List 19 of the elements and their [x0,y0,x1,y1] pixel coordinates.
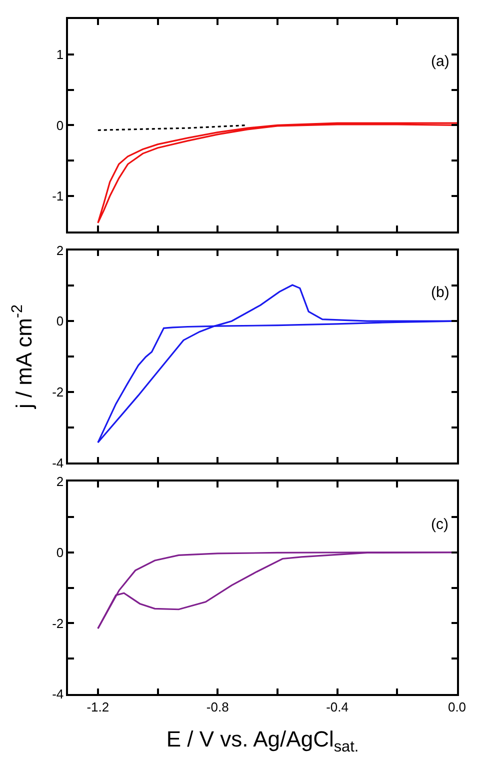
y-tick-label: 2 [56,474,64,490]
y-tick-label: 0 [56,118,64,133]
x-tick-label: -0.8 [206,699,229,714]
y-tick-label: 1 [56,46,64,62]
x-tick-label: 0.0 [448,699,466,714]
y-tick-label: -4 [52,686,64,702]
annotation: (a) [431,53,450,70]
y-tick-label: -2 [52,384,64,400]
annotation: (b) [431,284,450,301]
x-tick-label: -0.4 [326,699,349,714]
y-tick-label: 0 [56,314,64,329]
y-tick-label: -2 [52,616,64,631]
annotation: (c) [431,516,448,533]
x-tick-label: -1.2 [86,699,110,714]
y-tick-label: -4 [52,455,64,470]
y-tick-label: 0 [56,544,64,560]
x-axis-title: E / V vs. Ag/AgCl$_{sat.}$ [166,726,359,756]
y-tick-label: 2 [56,242,64,258]
y-tick-label: -1 [52,188,64,204]
